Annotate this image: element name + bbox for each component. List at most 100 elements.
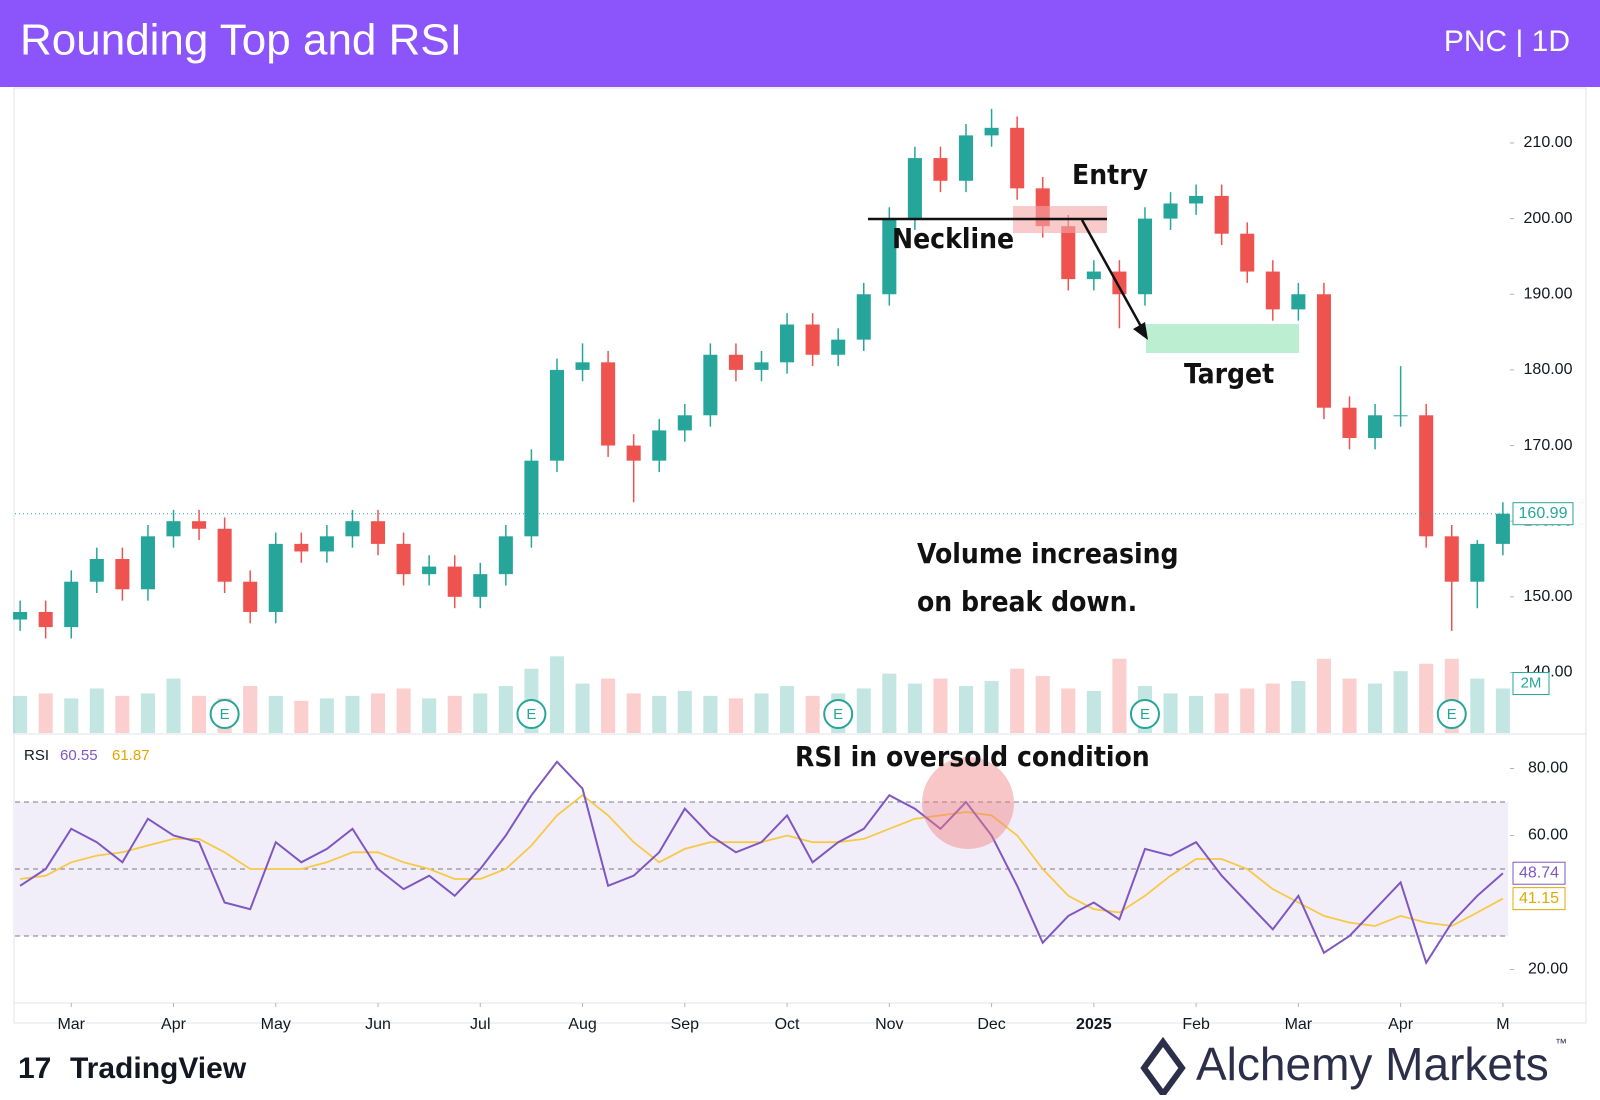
rsi-ma-tag-box [1512,887,1566,911]
x-tick-label: M [1496,1016,1509,1033]
volume-bar [166,678,181,733]
earnings-marker [823,699,854,729]
candle-body [422,566,437,575]
candle-body [958,135,974,181]
volume-bar [933,678,948,733]
candle-body [192,521,207,529]
volume-bar [1010,668,1025,733]
annotation: Volume increasing [917,537,1179,570]
volume-bar [1061,688,1076,733]
candle-body [1214,195,1229,234]
candle-body [1393,415,1408,417]
candle-body [856,294,871,340]
candle-body [907,158,922,219]
rsi-value-tag-box [1512,861,1566,885]
volume-bar [1470,678,1485,733]
volume-bar [1214,693,1229,733]
earnings-marker [1436,699,1467,729]
candle-body [217,528,232,582]
candle-body [780,324,795,363]
volume-bar [422,698,437,733]
volume-bar [728,698,743,733]
candle-body [447,566,462,597]
volume-bar [38,693,53,733]
x-tick-label: Oct [775,1016,800,1033]
header-title: Rounding Top and RSI [20,16,462,65]
candle-body [805,324,820,355]
candle-body [268,543,283,612]
volume-bar [652,695,667,733]
candle-body [473,574,488,597]
candle-body [1189,195,1204,204]
candle-body [1291,294,1306,310]
rsi-value-tag: 48.74 [1519,864,1559,881]
volume-bar [1265,683,1280,733]
rsi-legend-ma: 61.87 [112,747,150,764]
candle-body [1470,543,1485,582]
volume-bar [115,695,130,733]
volume-bar [780,686,795,733]
volume-bar [703,695,718,733]
volume-bar [549,656,565,733]
candle-body [38,611,53,628]
volume-bar [473,693,488,733]
x-tick-label: Mar [57,1016,85,1033]
earnings-label: E [833,706,843,723]
volume-bar [575,683,590,733]
x-tick-label: Aug [568,1016,596,1033]
candle-body [831,339,846,355]
candle-body [115,559,130,590]
candle-body [1137,218,1153,295]
candle-body [243,581,258,612]
annotation: Entry [1072,158,1148,191]
candle-body [498,536,513,575]
volume-bar [319,698,334,733]
plot: 140.00150.00160.00170.00180.00190.00200.… [13,108,1574,1033]
arrow-head [1133,322,1148,340]
x-tick-label: Mar [1285,1016,1313,1033]
y-tick-label: 200.00 [1524,210,1573,227]
volume-bar [89,688,104,733]
candle-body [1342,407,1357,438]
candle-body [575,362,590,370]
candle-body [166,521,181,537]
volume-bar [601,678,616,733]
y-tick-label: 210.00 [1524,134,1573,151]
x-tick-label: Sep [671,1016,700,1033]
volume-bar [192,695,207,733]
volume-tag: 2M [1521,675,1542,692]
x-tick-label: Nov [875,1016,903,1033]
candle-body [89,559,104,582]
volume-bar [958,686,974,733]
rsi-tick-label: 80.00 [1528,760,1568,777]
arrow [1080,219,1145,331]
earnings-label: E [526,706,536,723]
earnings-marker [209,699,240,729]
candle-body [370,521,386,544]
volume-bar [1240,688,1255,733]
candle-body [13,611,28,620]
volume-bar [396,688,411,733]
earnings-label: E [1140,706,1150,723]
rsi-tick-label: 60.00 [1528,827,1568,844]
y-tick-label: 180.00 [1524,361,1573,378]
candle-body [549,369,565,461]
rsi-line [19,760,1504,966]
candle-body [140,536,155,590]
volume-bar [64,698,79,733]
candle-body [396,543,411,575]
candle-body [703,354,718,416]
volume-bar [243,686,258,733]
volume-bar [907,683,922,733]
rsi-tick-label: 20.00 [1528,961,1568,978]
volume-bar [447,695,462,733]
volume-bar [1495,688,1510,733]
candle-body [754,362,769,370]
rsi-ma-tag: 41.15 [1519,890,1559,907]
x-tick-label: Dec [977,1016,1005,1033]
volume-bar [1342,678,1357,733]
volume-bar [1086,690,1101,733]
candle-body [1265,271,1280,310]
x-tick-label: Jun [365,1016,391,1033]
candle-body [524,460,539,537]
